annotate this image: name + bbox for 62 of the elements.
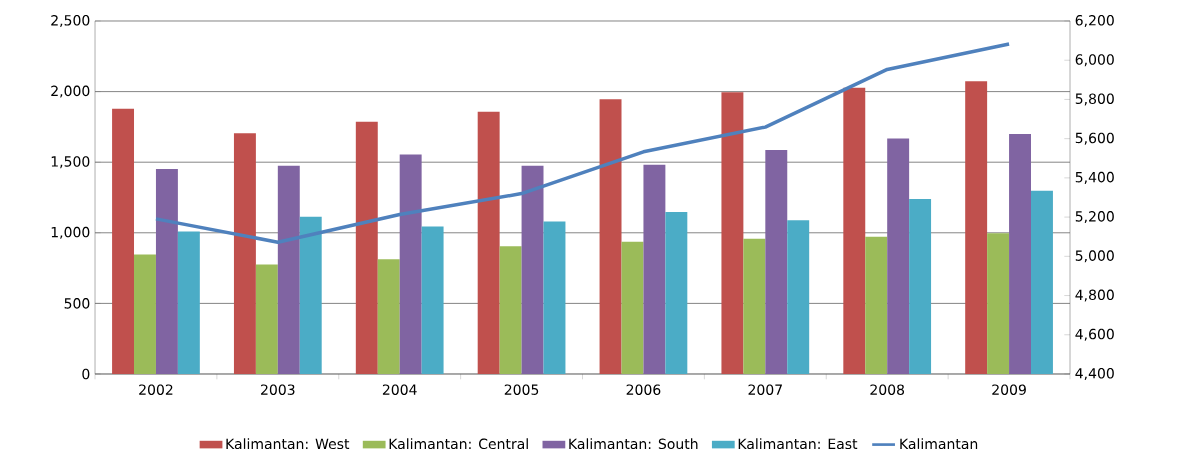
x-tick-label: 2005 [504,384,539,395]
x-tick-label: 2002 [139,384,173,395]
bar [177,231,200,374]
bar [865,236,888,374]
bar [787,220,810,374]
bar [299,216,322,374]
bar [665,212,688,374]
legend-label: Kalimantan: Central [389,438,528,450]
bar [112,108,135,374]
bar [421,226,444,374]
x-tick-label: 2007 [748,384,782,395]
y-tick-label: 2,000 [51,85,90,98]
y-tick-label: 0 [82,368,90,380]
bar [743,238,766,374]
legend-label: Kalimantan: South [569,438,698,450]
legend-label: Kalimantan [900,438,978,450]
x-tick-label: 2009 [992,384,1026,395]
bar [909,199,932,374]
bar [887,138,910,374]
x-tick-label: 2004 [382,384,417,395]
bar [233,133,256,374]
bar [987,233,1010,374]
bar [621,241,644,374]
bar [499,246,522,374]
x-tick-label: 2008 [870,384,905,395]
bar [521,165,544,374]
x-tick-label: 2003 [261,384,295,395]
y2-tick-label: 5,000 [1075,250,1114,263]
bar [721,92,744,374]
y-tick-label: 1,500 [51,156,90,169]
y2-tick-label: 4,800 [1075,289,1114,302]
line-series [154,42,1011,244]
y2-tick-label: 4,400 [1075,367,1114,380]
bar [543,221,566,374]
bar [477,111,500,374]
bar [965,81,988,374]
legend-label: Kalimantan: East [738,438,858,450]
bar [377,259,400,374]
y-tick-label: 1,000 [51,226,90,239]
y2-tick-label: 6,200 [1075,14,1114,28]
bar [355,121,378,374]
bar [399,154,422,374]
y2-tick-label: 5,200 [1075,211,1114,224]
bar [134,254,156,374]
legend-label: Kalimantan: West [226,438,350,450]
y-tick-label: 500 [64,298,90,309]
bar [1009,133,1031,374]
y2-tick-label: 6,000 [1075,54,1114,67]
bar [599,99,622,374]
x-tick-label: 2006 [626,384,661,395]
y-tick-label: 2,500 [51,14,90,28]
y2-tick-label: 4,600 [1075,328,1114,341]
bar [643,164,666,374]
bar [765,149,788,374]
bar [1031,190,1053,374]
y2-tick-label: 5,600 [1075,132,1114,145]
bar [155,168,178,374]
bar [255,264,278,374]
bar [277,165,300,374]
y2-tick-label: 5,800 [1075,93,1114,106]
bar [843,87,866,374]
y2-tick-label: 5,400 [1075,171,1114,184]
